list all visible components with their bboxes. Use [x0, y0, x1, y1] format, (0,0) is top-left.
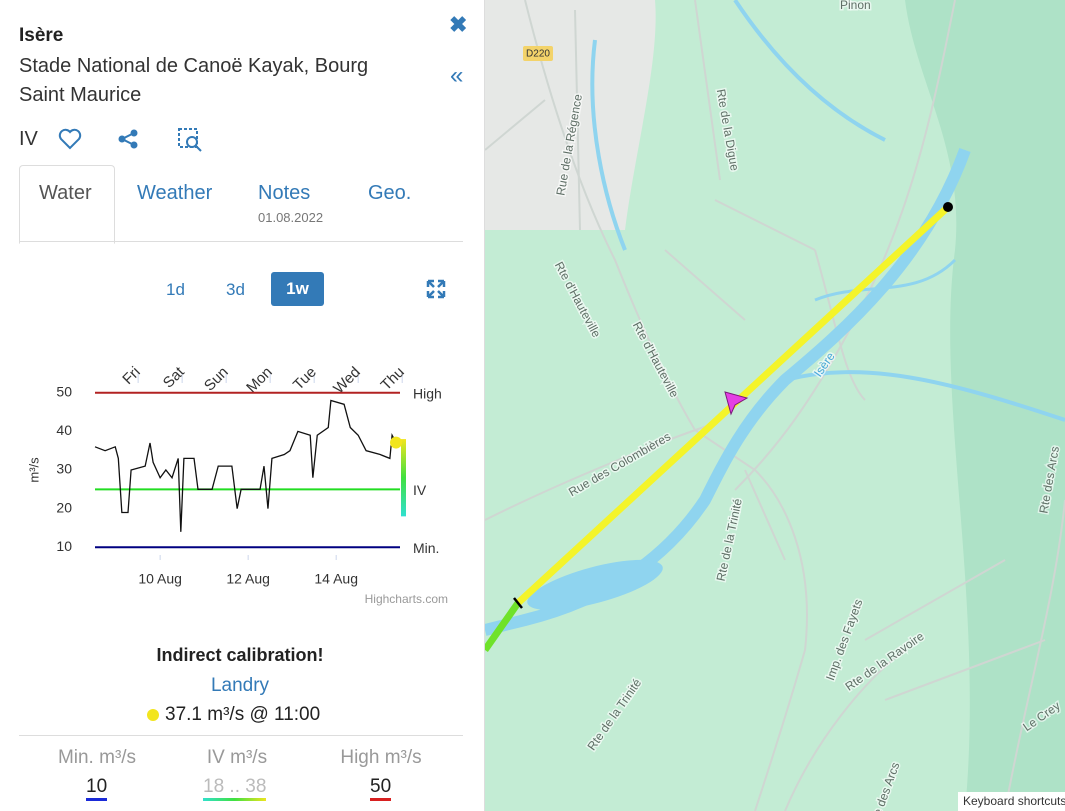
- calibration-note: Indirect calibration!: [156, 645, 324, 665]
- keyboard-shortcuts[interactable]: Keyboard shortcuts: [963, 794, 1065, 808]
- section-name: Stade National de Canoë Kayak, Bourg Sai…: [19, 55, 369, 106]
- attribution: Keyboard shortcuts: [958, 792, 1065, 811]
- stat-label: IV m³/s: [206, 747, 268, 768]
- threshold-label: High: [413, 385, 442, 401]
- y-tick-label: 30: [56, 461, 72, 477]
- divider: [19, 735, 463, 736]
- top-tick-label: Fri: [119, 364, 143, 388]
- tab-notes[interactable]: Notes: [258, 182, 311, 204]
- collapse-button[interactable]: «: [450, 62, 464, 89]
- grade: IV: [19, 128, 38, 150]
- top-tick-label: Mon: [243, 364, 276, 397]
- top-tick-label: Sat: [160, 363, 189, 392]
- current-marker: [390, 436, 403, 449]
- current-reading: 37.1 m³/s @ 11:00: [165, 704, 321, 725]
- hill-shade: [905, 0, 1065, 811]
- tab-weather[interactable]: Weather: [137, 182, 213, 204]
- credits[interactable]: Highcharts.com: [365, 592, 448, 606]
- iv-band: [401, 439, 406, 517]
- stat-min: 10: [86, 776, 108, 801]
- gauge-link[interactable]: Landry: [210, 675, 270, 696]
- map[interactable]: Pinon D220 Rue de la Régence Rte de la D…: [485, 0, 1065, 811]
- y-tick-label: 20: [56, 499, 72, 515]
- tab-divider: [19, 241, 463, 242]
- notes-date: 01.08.2022: [258, 210, 324, 225]
- tab-active[interactable]: [19, 165, 115, 244]
- map-label: Pinon: [840, 0, 871, 12]
- zoom-icon[interactable]: [178, 128, 202, 152]
- action-icons: [58, 128, 202, 152]
- river-title: Isère: [19, 25, 64, 46]
- range-button-active[interactable]: 1w: [271, 272, 324, 306]
- close-button[interactable]: ✖: [449, 12, 468, 37]
- tab-geo[interactable]: Geo.: [368, 182, 412, 204]
- side-panel: Isère Stade National de Canoë Kayak, Bou…: [0, 0, 485, 811]
- top-tick-label: Tue: [290, 364, 320, 394]
- y-axis-label: m³/s: [26, 457, 41, 483]
- fullscreen-icon[interactable]: [426, 279, 446, 299]
- route-section-lower: [485, 600, 521, 653]
- stat-high: 50: [370, 776, 392, 801]
- flow-chart: m³/s Highcharts.com 10 20 30 40 50 10 Aug 12 A…: [26, 363, 448, 606]
- range-button[interactable]: 1d: [166, 280, 185, 299]
- stat-iv: 18 .. 38: [203, 776, 267, 801]
- flow-line: [94, 399, 397, 532]
- top-tick-label: Thu: [378, 364, 408, 394]
- stat-label: Min. m³/s: [57, 747, 137, 768]
- attribution-box: [958, 792, 1065, 811]
- map-label: D220: [526, 49, 550, 60]
- road-shield: [523, 46, 553, 61]
- share-icon[interactable]: [118, 129, 138, 149]
- x-tick-label: 10 Aug: [138, 571, 182, 587]
- range-button[interactable]: 3d: [226, 280, 245, 299]
- y-tick-label: 40: [56, 422, 72, 438]
- lake: [527, 559, 663, 611]
- y-tick-label: 10: [56, 538, 72, 554]
- stat-label: High m³/s: [340, 747, 422, 768]
- take-out: [513, 597, 523, 609]
- reading-dot: [147, 709, 159, 721]
- top-tick-label: Sun: [201, 364, 232, 395]
- threshold-label: IV: [413, 482, 427, 498]
- x-tick-label: 12 Aug: [226, 571, 270, 587]
- direction-arrow: [724, 391, 749, 416]
- favorite-icon[interactable]: [58, 128, 82, 150]
- threshold-label: Min.: [413, 540, 439, 556]
- tab-water[interactable]: Water: [39, 182, 92, 204]
- y-tick-label: 50: [56, 383, 72, 399]
- x-tick-label: 14 Aug: [314, 571, 358, 587]
- put-in[interactable]: [943, 202, 953, 212]
